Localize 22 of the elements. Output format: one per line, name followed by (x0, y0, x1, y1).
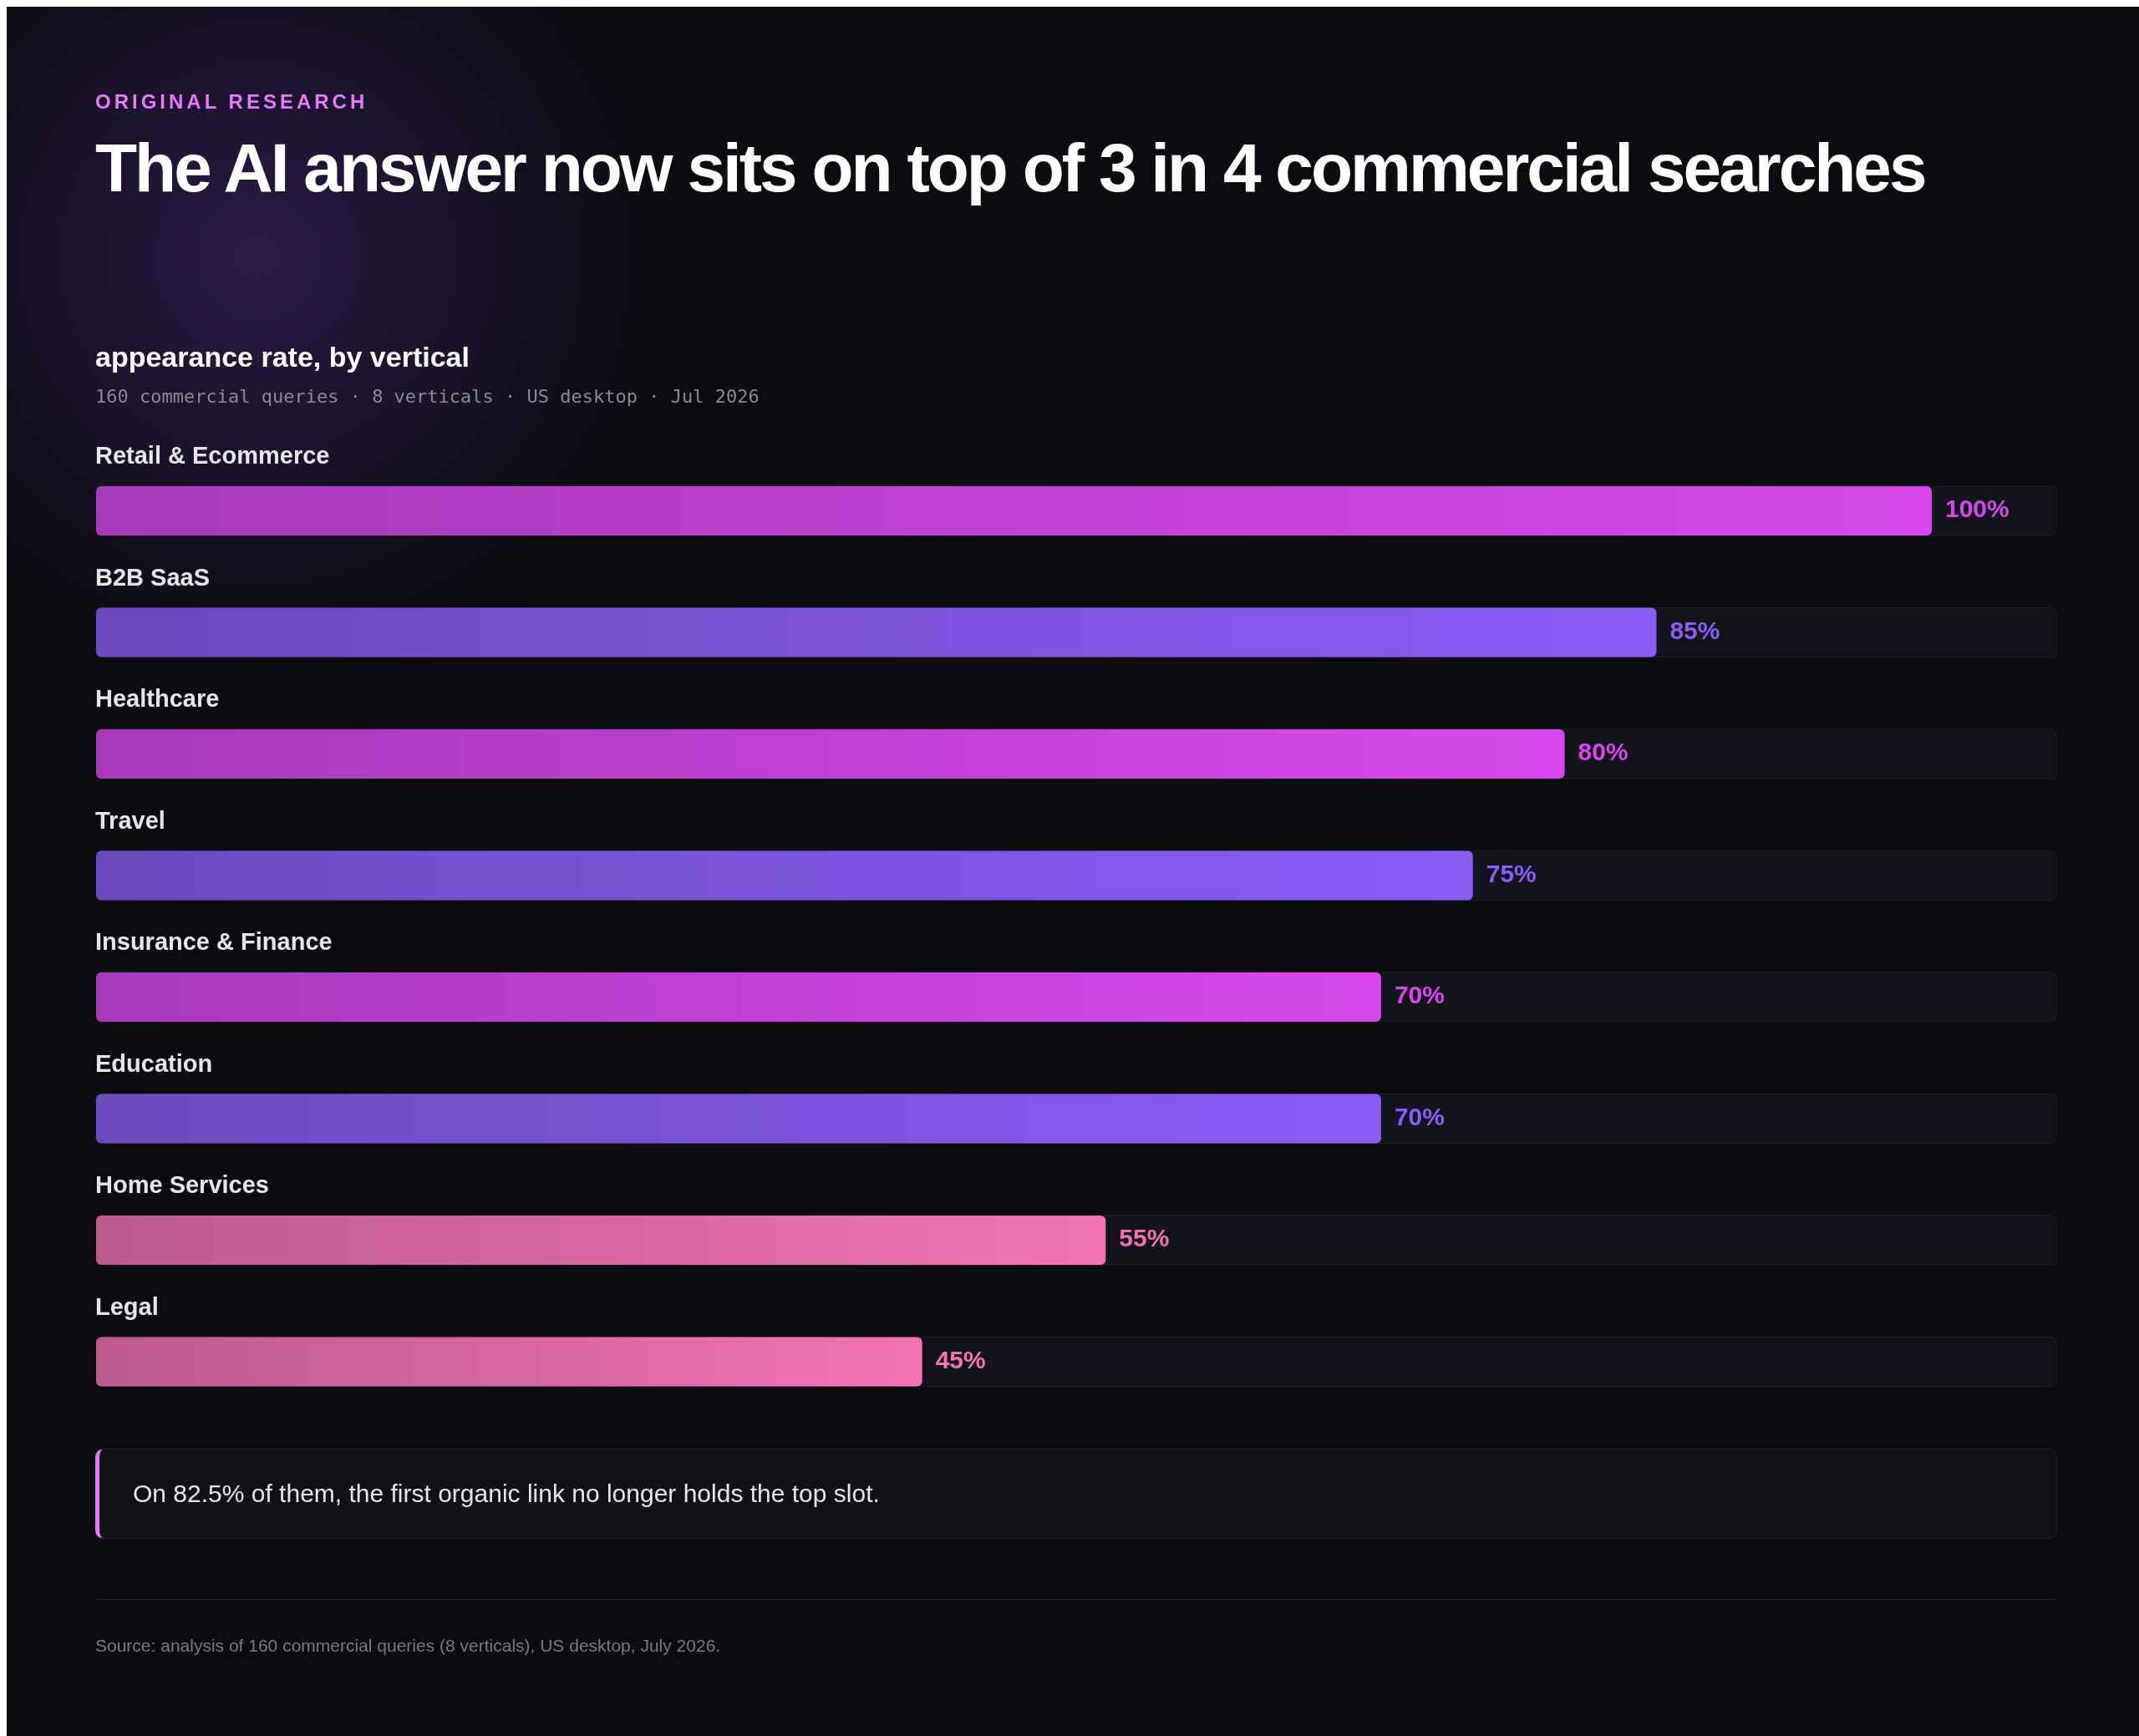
data-label: 80% (1578, 738, 1628, 766)
y-tick-label: Home Services (95, 1171, 269, 1199)
text: ORIGINAL RESEARCH (95, 90, 368, 114)
y-tick-label: Retail & Ecommerce (95, 442, 330, 470)
annotation: 160 commercial queries · 8 verticals · US desktop · Jul 2026 (95, 386, 760, 407)
text: On 82.5% of them, the first organic link no longer holds the top slot. (95, 1449, 2057, 1539)
data-label: 70% (1394, 981, 1445, 1009)
data-label: 55% (1119, 1224, 1170, 1252)
source-note: Source: analysis of 160 commercial queries (8 verticals), US desktop, July 2026. (95, 1636, 721, 1656)
data-label: 75% (1486, 859, 1537, 887)
y-tick-label: Insurance & Finance (95, 928, 333, 956)
y-tick-label: Legal (95, 1292, 159, 1320)
chart-subtitle: appearance rate, by vertical (95, 341, 470, 373)
data-label: 85% (1669, 616, 1720, 644)
data-label: 100% (1945, 495, 2009, 523)
y-tick-label: Travel (95, 806, 165, 834)
y-tick-label: Healthcare (95, 685, 220, 713)
y-tick-label: Education (95, 1049, 213, 1077)
data-label: 45% (935, 1345, 986, 1373)
chart-title: The AI answer now sits on top of 3 in 4 commercial searches (95, 129, 1926, 206)
y-tick-label: B2B SaaS (95, 563, 211, 591)
data-label: 70% (1394, 1102, 1445, 1130)
